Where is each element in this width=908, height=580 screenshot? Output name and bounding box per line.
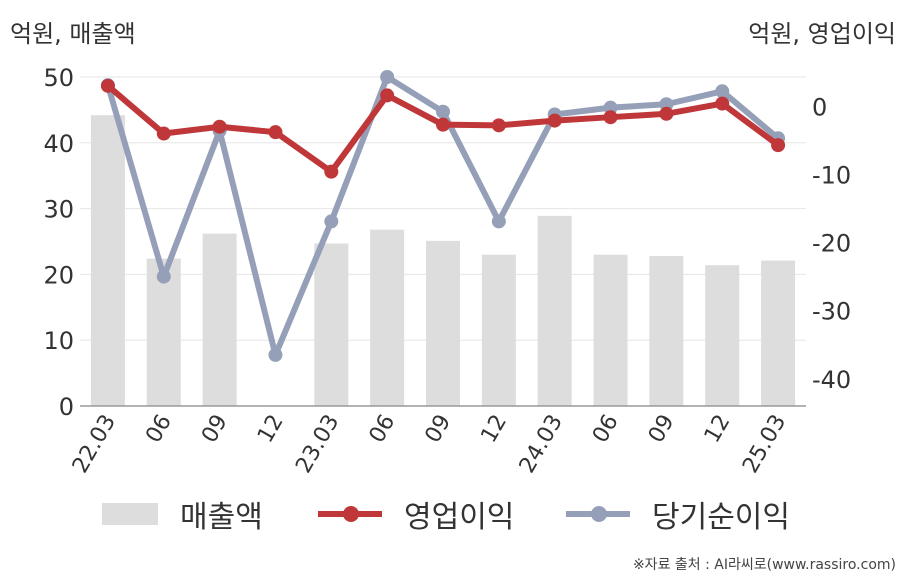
left-tick-label: 0	[59, 393, 74, 421]
left-tick-label: 50	[43, 64, 74, 92]
point-net-income	[156, 269, 171, 284]
x-tick-label: 22.03	[68, 411, 121, 478]
point-operating-profit	[491, 118, 506, 133]
right-tick-label: -40	[812, 366, 851, 394]
legend-label-operating-profit: 영업이익	[404, 500, 515, 535]
chart-legend: 매출액 영업이익 당기순이익	[0, 492, 908, 536]
x-tick-label: 12	[476, 411, 512, 448]
x-tick-label: 12	[253, 411, 289, 448]
legend-swatch-revenue	[102, 503, 158, 525]
right-tick-label: -20	[812, 230, 851, 258]
left-tick-label: 10	[43, 327, 74, 355]
source-credit: ※자료 출처 : AI라씨로(www.rassiro.com)	[632, 557, 896, 573]
bar-revenue	[481, 254, 516, 406]
legend-label-revenue: 매출액	[180, 500, 263, 535]
bar-revenue	[426, 240, 460, 406]
x-tick-label: 06	[141, 411, 177, 448]
bar-revenue	[705, 265, 740, 406]
legend-item-revenue: 매출액	[102, 492, 263, 536]
point-operating-profit	[212, 119, 227, 134]
x-tick-label: 09	[421, 411, 457, 448]
point-operating-profit	[436, 117, 450, 132]
point-operating-profit	[715, 96, 730, 111]
bar-revenue	[314, 243, 349, 406]
point-operating-profit	[603, 110, 618, 125]
point-net-income	[491, 214, 506, 229]
bar-revenue	[537, 215, 572, 406]
legend-item-net-income: 당기순이익	[566, 492, 790, 536]
point-net-income	[324, 214, 339, 229]
bar-revenue	[761, 260, 796, 406]
bar-revenue	[370, 229, 405, 406]
left-axis-unit-label: 억원, 매출액	[10, 20, 136, 48]
x-tick-label: 06	[588, 411, 624, 448]
legend-swatch-net-income	[566, 503, 630, 525]
x-tick-label: 25.03	[738, 411, 791, 478]
bar-revenue	[202, 233, 237, 406]
x-tick-label: 06	[365, 411, 401, 448]
point-net-income	[715, 84, 730, 99]
left-tick-label: 20	[43, 261, 74, 289]
bar-revenue	[593, 254, 628, 406]
point-net-income	[380, 70, 395, 84]
point-operating-profit	[771, 138, 786, 153]
legend-label-net-income: 당기순이익	[652, 500, 790, 535]
legend-item-operating-profit: 영업이익	[318, 492, 514, 536]
point-operating-profit	[324, 164, 339, 179]
point-operating-profit	[156, 126, 171, 141]
right-axis-unit-label: 억원, 영업이익	[748, 20, 896, 48]
right-tick-label: -30	[812, 298, 851, 326]
point-net-income	[268, 347, 283, 362]
point-operating-profit	[547, 113, 562, 128]
x-tick-label: 12	[700, 411, 736, 448]
point-operating-profit	[659, 106, 674, 121]
left-tick-label: 40	[43, 130, 74, 158]
right-tick-label: 0	[812, 93, 827, 121]
legend-swatch-operating-profit	[318, 503, 382, 525]
right-tick-label: -10	[812, 161, 851, 189]
point-net-income	[436, 104, 450, 119]
point-operating-profit	[100, 78, 115, 93]
bar-revenue	[649, 255, 684, 406]
x-tick-label: 24.03	[515, 411, 568, 478]
x-tick-label: 09	[197, 411, 233, 448]
point-operating-profit	[380, 88, 395, 103]
x-tick-label: 23.03	[291, 411, 344, 478]
bar-revenue	[90, 115, 125, 406]
point-operating-profit	[268, 125, 283, 140]
left-tick-label: 30	[43, 196, 74, 224]
x-tick-label: 09	[644, 411, 680, 448]
